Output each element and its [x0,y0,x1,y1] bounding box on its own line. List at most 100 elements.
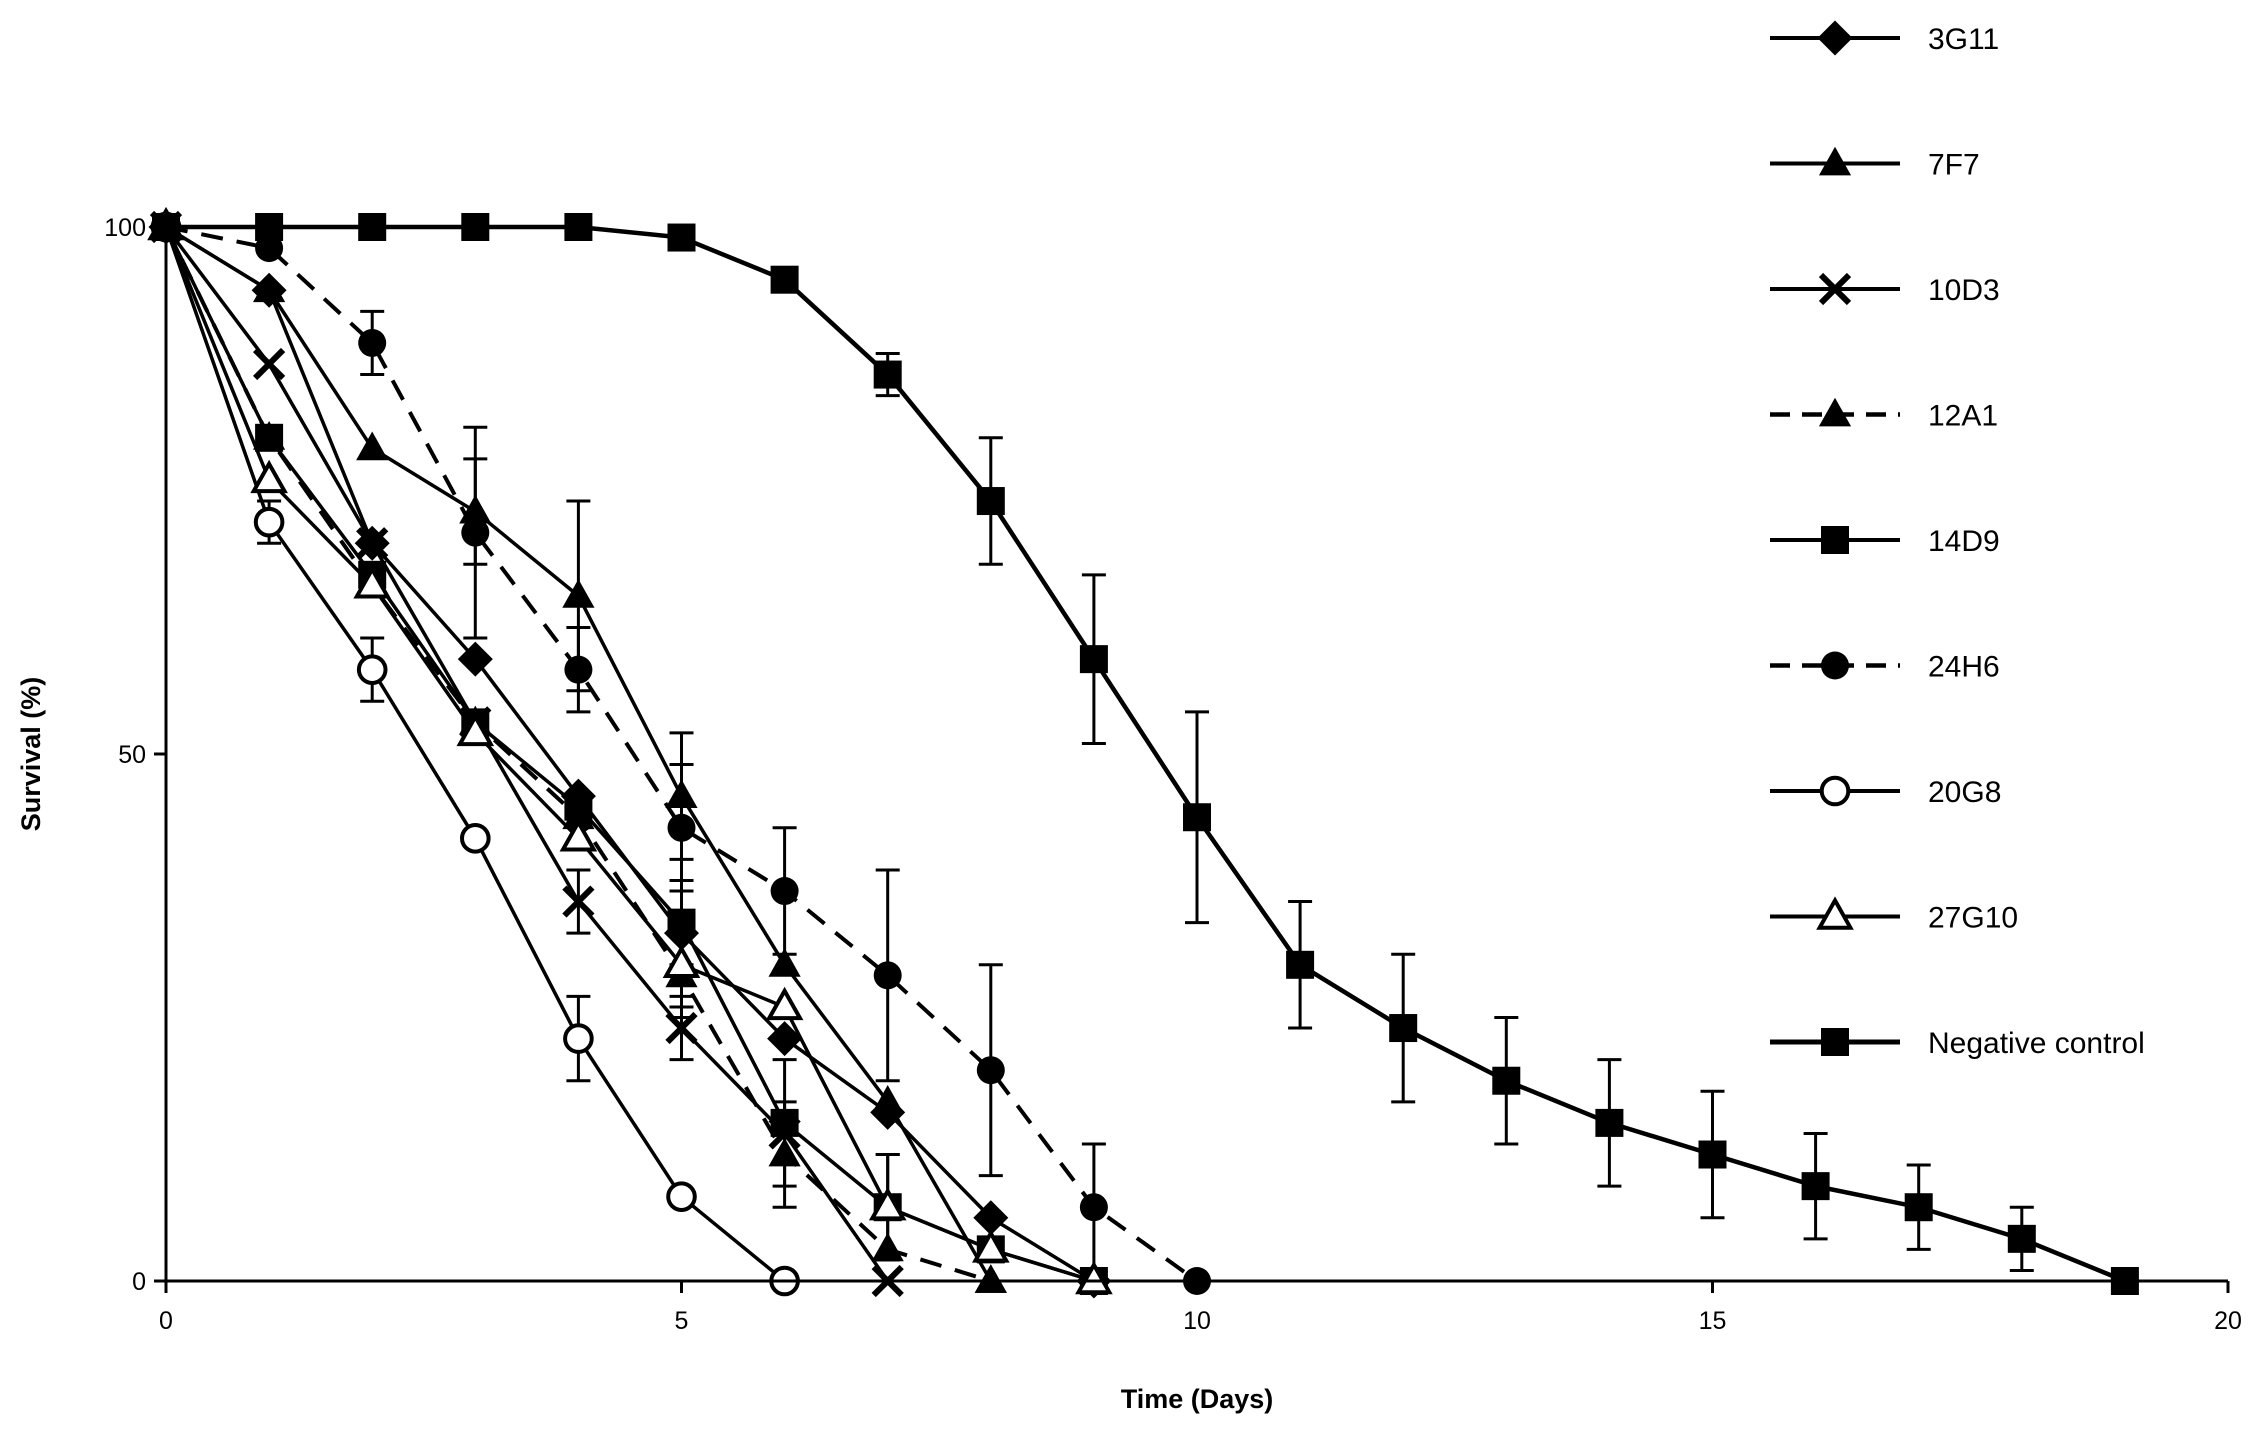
data-point-24h6 [461,518,490,547]
data-point-7f7 [356,431,389,461]
data-point-20g8 [666,1181,697,1212]
data-point-24h6 [255,234,284,263]
y-tick-label: 0 [132,1268,146,1296]
data-point-27g10 [662,944,701,978]
data-point-12a1 [974,1264,1007,1293]
data-point-3g11 [973,1200,1009,1236]
data-point-7f7 [253,273,286,303]
data-point-27g10 [1075,1260,1113,1295]
data-point-negative-control [1698,1140,1727,1169]
data-point-negative-control [1595,1108,1624,1137]
x-axis-ticks: 0 5 10 15 20 [159,1281,2242,1335]
data-point-27g10 [559,818,598,852]
data-point-27g10 [250,459,288,494]
legend-marker [1821,651,1849,680]
data-point-negative-control [1492,1066,1521,1095]
data-point-3g11 [457,641,493,677]
data-point-negative-control [667,223,696,252]
legend-marker [1821,1028,1849,1056]
legend-marker [1816,896,1854,930]
legend-entry-14d9: 14D9 [1770,525,2000,558]
legend-label: 20G8 [1928,776,2001,809]
legend-marker [1818,272,1852,306]
data-point-negative-control [1904,1193,1933,1222]
series-line-27g10 [164,226,1095,1283]
legend-label: Negative control [1928,1027,2145,1060]
legend-label: 14D9 [1928,525,2000,558]
data-point-negative-control [1389,1014,1418,1043]
series-line-12a1 [164,226,992,1283]
legend-marker [1819,775,1851,807]
series-line-negative-control [166,224,2126,1284]
data-point-20g8 [563,1023,594,1054]
data-point-negative-control [2007,1224,2036,1253]
data-point-27g10 [353,565,392,599]
legend-entry-negative-control: Negative control [1770,1027,2145,1060]
legend-entry-3g11: 3G11 [1770,20,1999,56]
series-20g8 [150,211,800,1297]
y-tick-label: 50 [118,741,146,769]
data-point-14d9 [255,423,284,452]
x-tick-label: 20 [2214,1307,2242,1335]
legend-entry-7f7: 7F7 [1770,146,1980,182]
x-axis-title: Time (Days) [1121,1384,1274,1414]
data-point-10d3 [252,347,286,381]
data-point-10d3 [562,885,595,918]
plot-area [147,206,2139,1299]
data-point-negative-control [564,213,593,241]
data-point-24h6 [770,877,799,906]
series-line-10d3 [164,225,890,1283]
data-point-negative-control [358,213,387,241]
data-point-7f7 [768,948,801,977]
data-point-10d3 [356,527,389,560]
x-tick-label: 5 [675,1307,689,1335]
legend-entry-27g10: 27G10 [1770,896,2018,935]
series-line-14d9 [164,226,1095,1283]
series-line-20g8 [164,226,786,1283]
data-point-27g10 [868,1187,907,1221]
data-point-negative-control [976,487,1005,516]
legend-marker [1821,526,1849,554]
legend-entry-12a1: 12A1 [1770,397,1998,433]
series-line-7f7 [165,225,993,1282]
legend-marker [1818,146,1852,176]
legend-entry-24h6: 24H6 [1770,651,2000,684]
legend-label: 3G11 [1928,23,1999,56]
legend: 3G11 7F7 10D3 12A1 14D9 24H6 20G8 27G10 Negative… [1770,20,2145,1060]
data-point-negative-control [461,213,490,241]
legend-entry-10d3: 10D3 [1770,272,2000,307]
data-point-20g8 [356,654,388,685]
series-line-3g11 [165,225,1095,1283]
data-point-negative-control [770,265,799,294]
y-tick-label: 100 [104,214,146,242]
data-point-7f7 [871,1085,904,1114]
data-point-24h6 [873,961,902,990]
axes: 0 5 10 15 20 0 50 100 Time (Days) Survival (%) [16,214,2242,1414]
data-point-negative-control [873,360,902,389]
data-point-27g10 [971,1229,1010,1263]
y-axis-ticks: 0 50 100 [104,214,166,1296]
legend-label: 24H6 [1928,651,2000,684]
data-point-27g10 [765,986,804,1021]
x-tick-label: 10 [1183,1307,1211,1335]
data-point-7f7 [562,579,595,608]
series-14d9 [152,213,1108,1295]
data-point-negative-control [1183,803,1211,832]
legend-label: 10D3 [1928,274,2000,307]
x-tick-label: 15 [1699,1307,1727,1335]
series-3g11 [148,209,1112,1299]
series-negative-control [152,213,2139,1295]
data-point-3g11 [767,1021,803,1057]
legend-marker [1818,397,1852,427]
data-point-24h6 [1079,1193,1108,1222]
data-point-24h6 [358,328,387,357]
data-point-negative-control [1286,950,1315,979]
data-point-20g8 [253,506,285,538]
data-point-27g10 [456,712,495,747]
series-line-24h6 [165,225,1199,1283]
data-point-24h6 [564,655,593,684]
legend-label: 7F7 [1928,149,1980,182]
data-point-negative-control [1801,1172,1830,1201]
data-point-14d9 [564,792,593,821]
